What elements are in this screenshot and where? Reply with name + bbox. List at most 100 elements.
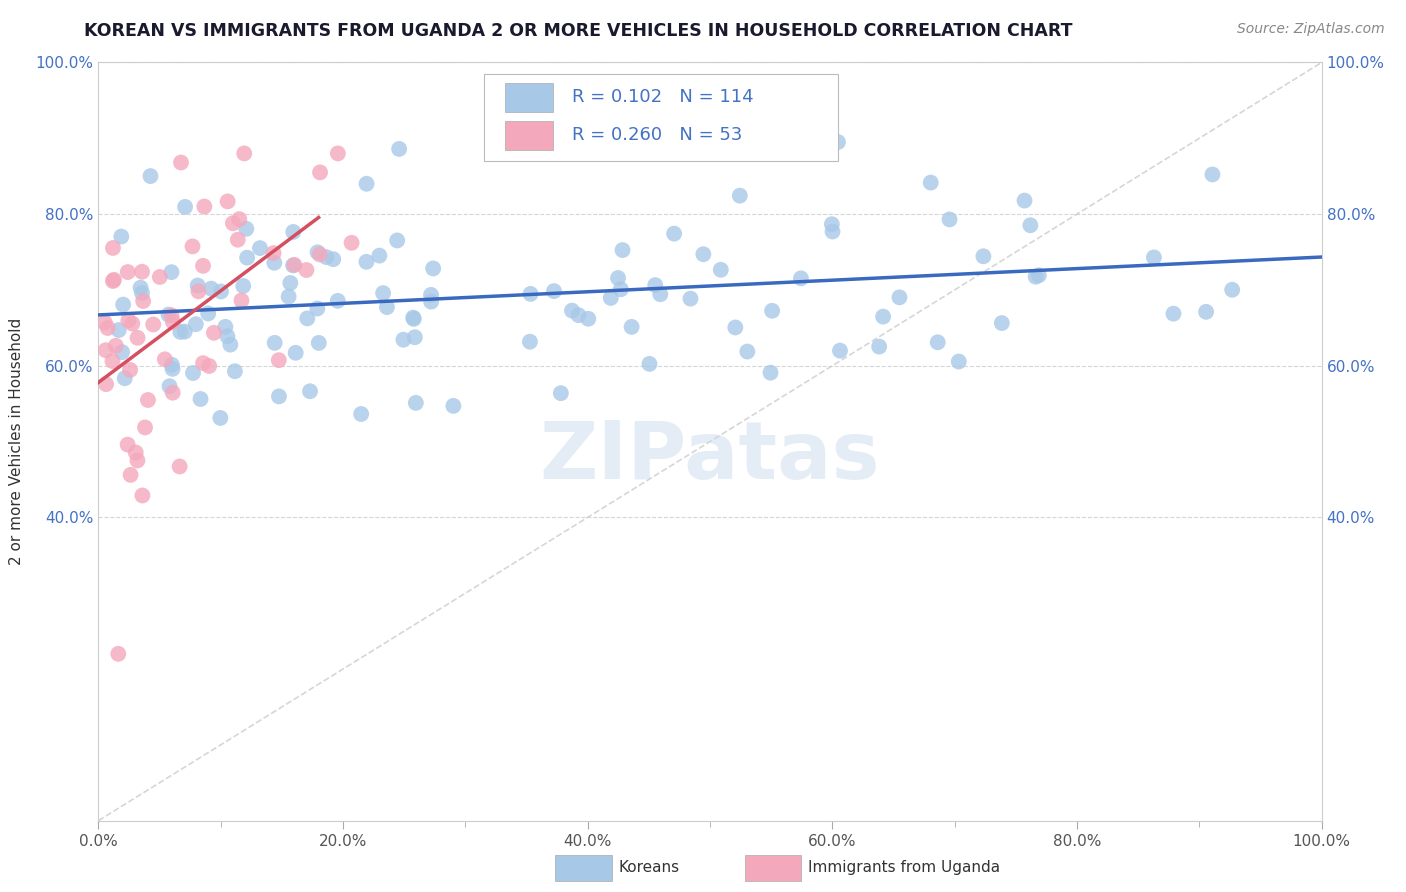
Point — [728, 188, 751, 202]
Point — [169, 325, 191, 339]
Point — [519, 286, 541, 301]
Point — [710, 262, 733, 277]
Point — [235, 222, 257, 236]
Point — [249, 241, 271, 255]
Point — [607, 271, 630, 285]
Point — [561, 303, 583, 318]
Point — [790, 271, 813, 285]
Point — [142, 318, 165, 332]
Point — [127, 331, 149, 345]
Point — [160, 358, 183, 372]
Point — [1220, 283, 1243, 297]
Point — [232, 279, 254, 293]
Point — [263, 335, 285, 350]
Point — [181, 366, 204, 380]
Point — [277, 289, 299, 303]
Point — [322, 252, 344, 267]
Point — [198, 359, 221, 373]
Point — [612, 243, 634, 257]
Point — [278, 276, 301, 290]
Point — [94, 377, 117, 392]
Point — [281, 259, 304, 273]
Point — [326, 293, 349, 308]
Point — [162, 385, 184, 400]
Point — [101, 241, 124, 255]
Point — [190, 392, 212, 406]
Point — [519, 334, 541, 349]
Point — [402, 311, 425, 326]
Text: Immigrants from Uganda: Immigrants from Uganda — [808, 861, 1001, 875]
Point — [120, 467, 142, 482]
Point — [872, 310, 894, 324]
Point — [94, 343, 117, 358]
Point — [107, 323, 129, 337]
Point — [222, 216, 245, 230]
Point — [724, 320, 747, 334]
Point — [125, 445, 148, 459]
Point — [991, 316, 1014, 330]
Point — [392, 333, 415, 347]
Point — [131, 488, 153, 502]
Point — [1014, 194, 1036, 208]
Point — [191, 356, 214, 370]
Point — [920, 176, 942, 190]
Point — [157, 308, 180, 322]
Point — [827, 135, 849, 149]
Point — [184, 318, 207, 332]
Point — [420, 294, 443, 309]
Point — [662, 227, 685, 241]
Point — [759, 366, 782, 380]
FancyBboxPatch shape — [505, 83, 554, 112]
Point — [187, 285, 209, 299]
Point — [283, 258, 305, 272]
Point — [388, 142, 411, 156]
Point — [263, 256, 285, 270]
Point — [214, 319, 236, 334]
Point — [644, 278, 666, 293]
Point — [679, 292, 702, 306]
Point — [181, 239, 204, 253]
Point — [889, 290, 911, 304]
Point — [131, 286, 153, 301]
Point — [560, 145, 582, 160]
Point — [110, 229, 132, 244]
Point — [112, 297, 135, 311]
Point — [153, 352, 176, 367]
Point — [308, 335, 330, 350]
Point — [567, 308, 589, 322]
Point — [441, 399, 464, 413]
Point — [356, 255, 378, 269]
Point — [228, 212, 250, 227]
Point — [127, 453, 149, 467]
Point — [422, 261, 444, 276]
Text: KOREAN VS IMMIGRANTS FROM UGANDA 2 OR MORE VEHICLES IN HOUSEHOLD CORRELATION CHA: KOREAN VS IMMIGRANTS FROM UGANDA 2 OR MO… — [84, 22, 1073, 40]
Point — [948, 354, 970, 368]
Point — [94, 316, 117, 330]
Point — [209, 285, 232, 299]
Point — [299, 384, 322, 399]
Point — [97, 321, 120, 335]
Point — [307, 245, 329, 260]
Point — [103, 273, 125, 287]
Point — [101, 274, 124, 288]
Point — [263, 246, 285, 260]
Point — [1143, 251, 1166, 265]
Point — [111, 345, 134, 359]
Point — [315, 250, 337, 264]
Point — [132, 293, 155, 308]
Point — [129, 281, 152, 295]
Point — [267, 353, 290, 368]
Y-axis label: 2 or more Vehicles in Household: 2 or more Vehicles in Household — [10, 318, 24, 566]
Point — [1195, 305, 1218, 319]
Point — [283, 225, 305, 239]
Point — [927, 335, 949, 350]
Point — [375, 300, 398, 314]
Point — [236, 251, 259, 265]
Point — [482, 132, 505, 146]
Point — [162, 362, 184, 376]
Point — [170, 155, 193, 169]
Point — [550, 386, 572, 401]
Point — [233, 146, 256, 161]
Point — [650, 287, 672, 301]
Point — [737, 344, 759, 359]
